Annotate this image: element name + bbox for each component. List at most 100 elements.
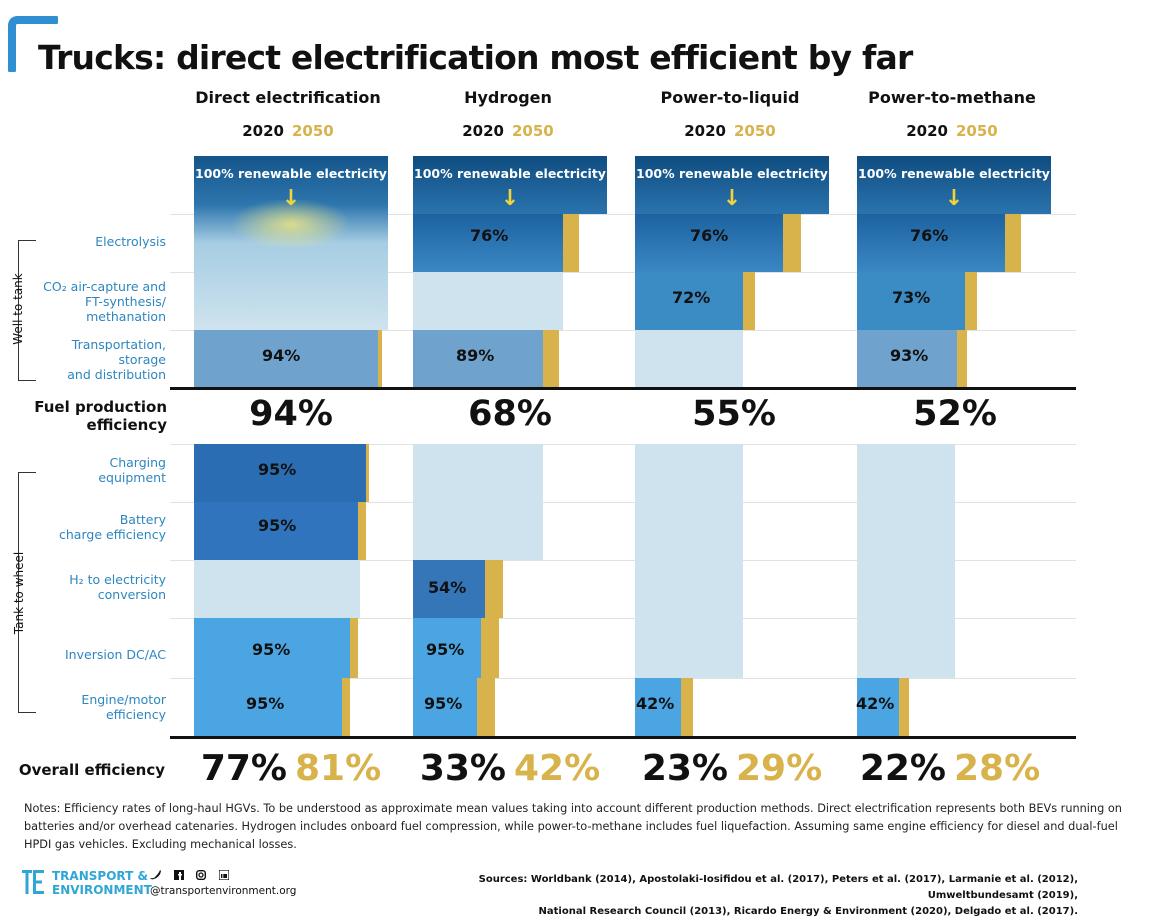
row-label-overall: Overall efficiency — [18, 761, 165, 779]
bar-co2-ptm — [857, 272, 965, 330]
bar-transport-direct — [194, 330, 378, 388]
bar-2050-increment — [563, 214, 579, 272]
value-co2-ptm: 73% — [892, 288, 931, 307]
value-co2-ptl: 72% — [672, 288, 711, 307]
row-label-battery: Battery charge efficiency — [30, 512, 166, 542]
bar-charging-direct — [194, 444, 366, 502]
row-label-line: Fuel production — [34, 398, 167, 416]
year-2050: 2050 — [734, 122, 776, 140]
row-divider — [170, 444, 1076, 445]
column-header-direct: Direct electrification — [195, 88, 381, 107]
sources-text: Sources: Worldbank (2014), Apostolaki-Io… — [378, 872, 1078, 920]
value-engine-hydrogen: 95% — [424, 694, 463, 713]
bar-2050-increment — [543, 330, 559, 388]
row-divider — [170, 272, 1076, 273]
facebook-icon[interactable] — [173, 870, 184, 880]
bar-2050-increment — [743, 272, 755, 330]
overall-ptl: 23% 29% — [622, 748, 842, 789]
row-label-line: and distribution — [67, 367, 166, 382]
renewable-label: 100% renewable electricity — [195, 166, 387, 181]
bar-2050-increment — [481, 618, 499, 678]
bar-battery-direct — [194, 502, 358, 560]
column-header-ptl: Power-to-liquid — [660, 88, 800, 107]
value-transport-direct: 94% — [262, 346, 301, 365]
year-2020: 2020 — [906, 122, 948, 140]
bar-engine-ptl — [635, 678, 681, 736]
fuel-efficiency-direct: 94% — [249, 394, 333, 434]
value-transport-ptm: 93% — [890, 346, 929, 365]
year-2020: 2020 — [242, 122, 284, 140]
bracket-tick — [18, 712, 36, 713]
row-divider — [170, 560, 1076, 561]
row-label-co2: CO₂ air-capture and FT-synthesis/ methan… — [30, 279, 166, 324]
bar-passthrough-direct — [194, 560, 360, 618]
te-logo-icon — [22, 870, 44, 894]
renewable-block-ptl — [635, 156, 829, 214]
bar-h2-conversion-hydrogen — [413, 560, 485, 618]
value-charging-direct: 95% — [258, 460, 297, 479]
renewable-block-ptm — [857, 156, 1051, 214]
linkedin-icon[interactable] — [217, 869, 230, 881]
row-label-transport: Transportation, storage and distribution — [30, 337, 166, 382]
social-icons — [150, 869, 230, 883]
bar-co2-ptl — [635, 272, 743, 330]
down-arrow-icon: ↓ — [500, 186, 520, 211]
bar-2050-increment — [350, 618, 358, 678]
bar-engine-direct — [194, 678, 342, 736]
row-label-line: efficiency — [105, 707, 166, 722]
bar-2050-increment — [342, 678, 350, 736]
row-label-line: charge efficiency — [59, 527, 166, 542]
bar-passthrough-ptm — [857, 444, 955, 678]
bar-2050-increment — [965, 272, 977, 330]
well-to-tank-bracket — [18, 240, 19, 380]
value-inversion-hydrogen: 95% — [426, 640, 465, 659]
down-arrow-icon: ↓ — [722, 186, 742, 211]
bar-passthrough-hydrogen — [413, 444, 543, 560]
renewable-label: 100% renewable electricity — [414, 166, 606, 181]
renewable-label: 100% renewable electricity — [858, 166, 1050, 181]
website-link[interactable]: @transportenvironment.org — [150, 885, 297, 897]
sources-line: Sources: Worldbank (2014), Apostolaki-Io… — [478, 874, 1078, 901]
value-battery-direct: 95% — [258, 516, 297, 535]
value-engine-ptl: 42% — [636, 694, 675, 713]
overall-direct: 77% 81% — [181, 748, 401, 789]
value-transport-hydrogen: 89% — [456, 346, 495, 365]
bar-transport-ptm — [857, 330, 957, 388]
row-label-line: conversion — [97, 587, 166, 602]
well-to-tank-label: Well to tank — [11, 273, 25, 345]
row-label-inversion: Inversion DC/AC — [65, 647, 166, 662]
twitter-icon[interactable] — [150, 870, 161, 880]
row-label-engine: Engine/motor efficiency — [30, 692, 166, 722]
year-2050: 2050 — [292, 122, 334, 140]
year-2050: 2050 — [956, 122, 998, 140]
row-label-line: H₂ to electricity — [69, 572, 166, 587]
year-legend: 2020 2050 — [178, 122, 398, 140]
renewable-label: 100% renewable electricity — [636, 166, 828, 181]
bar-2050-increment — [681, 678, 693, 736]
overall-divider — [170, 736, 1076, 739]
row-divider — [170, 618, 1076, 619]
year-2020: 2020 — [684, 122, 726, 140]
bar-passthrough-ptl — [635, 444, 743, 678]
overall-ptm: 22% 28% — [840, 748, 1060, 789]
page-title: Trucks: direct electrification most effi… — [38, 38, 913, 77]
bar-2050-increment — [366, 444, 369, 502]
overall-2020-ptl: 23% — [641, 748, 728, 789]
row-divider — [170, 678, 1076, 679]
row-label-line: Engine/motor — [81, 692, 166, 707]
bar-2050-increment — [899, 678, 909, 736]
row-label-line: Charging — [109, 455, 167, 470]
tank-to-wheel-label: Tank to wheel — [12, 551, 26, 635]
year-legend: 2020 2050 — [620, 122, 840, 140]
overall-2050-direct: 81% — [295, 748, 382, 789]
value-inversion-direct: 95% — [252, 640, 291, 659]
instagram-icon[interactable] — [195, 869, 207, 881]
fuel-divider — [170, 387, 1076, 390]
row-label-fuel-production: Fuel production efficiency — [14, 398, 167, 434]
bar-engine-hydrogen — [413, 678, 477, 736]
value-electrolysis-ptm: 76% — [910, 226, 949, 245]
brand-name-line1: TRANSPORT & — [52, 869, 148, 883]
bar-electrolysis-ptl — [635, 214, 783, 272]
value-electrolysis-ptl: 76% — [690, 226, 729, 245]
row-divider — [170, 214, 1076, 215]
